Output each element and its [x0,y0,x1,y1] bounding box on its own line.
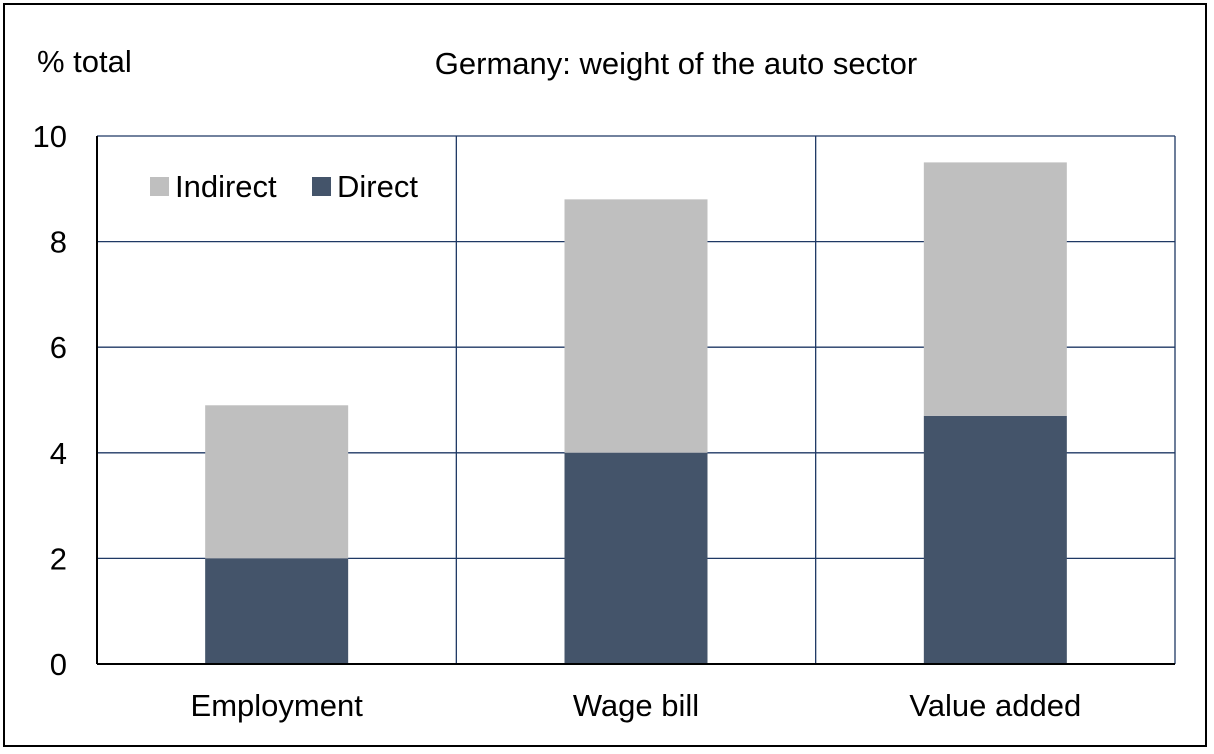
y-tick-label-8: 8 [50,225,67,260]
chart-title: Germany: weight of the auto sector [435,46,917,81]
y-tick-label-2: 2 [50,541,67,576]
legend-label-direct: Direct [337,169,418,204]
x-tick-label-wage-bill: Wage bill [573,688,699,723]
y-tick-label-0: 0 [50,647,67,682]
bars [205,162,1067,664]
x-tick-label-value-added: Value added [909,688,1081,723]
y-axis-label: % total [37,44,132,79]
legend-swatch-indirect [150,177,169,196]
legend-swatch-direct [312,177,331,196]
y-tick-label-10: 10 [33,119,67,154]
bar-chart: % total Germany: weight of the auto sect… [33,44,1176,723]
bar-indirect-employment [205,405,349,559]
bar-direct-wage-bill [564,452,708,664]
bar-indirect-value-added [923,162,1067,416]
legend-label-indirect: Indirect [175,169,277,204]
legend: Indirect Direct [150,169,418,204]
x-tick-label-employment: Employment [191,688,364,723]
bar-indirect-wage-bill [564,199,708,453]
bar-direct-value-added [923,415,1067,664]
x-tick-labels: Employment Wage bill Value added [191,688,1082,723]
y-tick-label-4: 4 [50,436,67,471]
axes [96,136,1175,665]
bar-direct-employment [205,558,349,664]
y-tick-labels: 0 2 4 6 8 10 [33,119,67,682]
chart-frame: % total Germany: weight of the auto sect… [3,3,1207,747]
y-tick-label-6: 6 [50,330,67,365]
